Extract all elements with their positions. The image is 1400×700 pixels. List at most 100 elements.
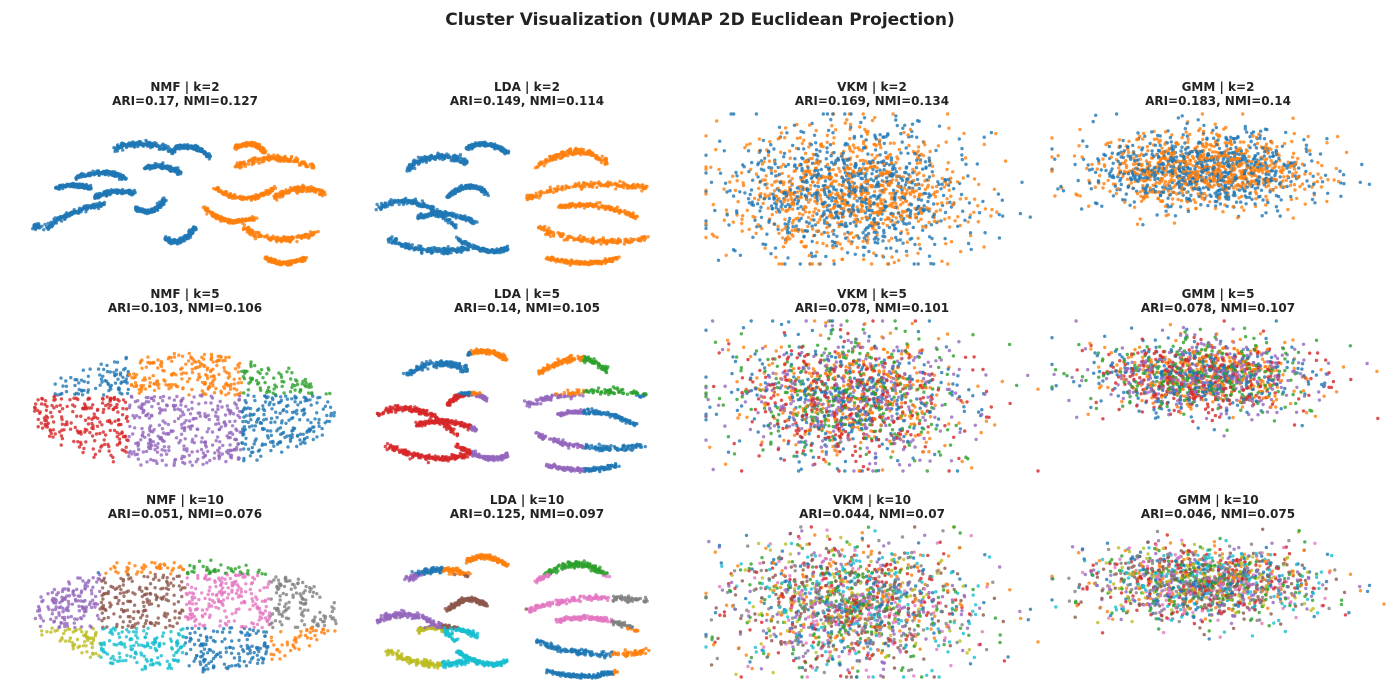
scatter-point <box>894 118 898 122</box>
scatter-point <box>110 173 115 177</box>
scatter-point <box>613 207 617 212</box>
scatter-point <box>589 261 593 265</box>
scatter-point <box>807 221 811 225</box>
scatter-point <box>754 231 758 235</box>
scatter-point <box>912 262 916 266</box>
scatter-point <box>279 156 283 160</box>
scatter-point <box>63 217 67 222</box>
scatter-point <box>155 208 160 212</box>
scatter-point <box>423 154 427 159</box>
scatter-point <box>808 187 812 191</box>
panel-title: VKM | k=2 <box>837 80 907 94</box>
scatter-point <box>462 247 466 251</box>
scatter-point <box>420 251 424 255</box>
scatter-point <box>825 150 829 154</box>
scatter-point <box>298 187 303 191</box>
scatter-point <box>470 218 474 223</box>
scatter-point <box>490 143 495 148</box>
scatter-point <box>91 169 95 173</box>
scatter-point <box>408 243 412 247</box>
scatter-point <box>594 155 598 159</box>
scatter-point <box>953 219 957 223</box>
scatter-point <box>640 183 644 187</box>
scatter-point <box>826 128 831 133</box>
scatter-point <box>435 249 440 254</box>
scatter-point <box>433 213 437 217</box>
scatter-point <box>776 227 780 231</box>
scatter-point <box>270 188 275 193</box>
scatter-point <box>166 149 171 153</box>
scatter-point <box>878 168 882 172</box>
scatter-point <box>862 116 867 120</box>
scatter-point <box>273 259 277 263</box>
scatter-point <box>807 145 811 149</box>
scatter-point <box>48 224 53 228</box>
scatter-point <box>595 201 599 205</box>
scatter-point <box>68 211 72 216</box>
scatter-point <box>901 126 905 130</box>
scatter-point <box>173 239 177 243</box>
scatter-point <box>205 154 209 158</box>
scatter-point <box>455 187 459 192</box>
scatter-point <box>882 168 886 172</box>
scatter-point <box>243 227 247 231</box>
scatter-point <box>423 214 427 218</box>
scatter-point <box>632 237 637 242</box>
scatter-point <box>617 210 621 214</box>
scatter-point <box>32 223 37 227</box>
scatter-point <box>640 189 644 193</box>
scatter-point <box>300 236 304 240</box>
scatter-point <box>763 192 767 197</box>
scatter-point <box>713 208 717 213</box>
scatter-point <box>230 194 235 198</box>
scatter-point <box>281 190 285 194</box>
scatter-point <box>800 141 804 146</box>
scatter-point <box>852 213 857 217</box>
scatter-point <box>879 217 883 221</box>
scatter-point <box>976 204 980 208</box>
scatter-point <box>779 200 783 204</box>
scatter-point <box>170 149 174 153</box>
scatter-point <box>187 233 192 237</box>
scatter-point <box>838 169 842 174</box>
scatter-point <box>632 185 637 190</box>
scatter-point <box>537 163 542 167</box>
scatter-point <box>845 251 850 255</box>
scatter-point <box>607 239 611 244</box>
scatter-point <box>751 235 755 239</box>
scatter-point <box>916 236 920 240</box>
scatter-point <box>594 260 598 264</box>
scatter-point <box>383 201 387 205</box>
scatter-point <box>791 207 795 211</box>
scatter-point <box>282 236 286 240</box>
scatter-point <box>201 205 205 210</box>
scatter-point <box>454 155 459 159</box>
scatter-point <box>597 238 602 243</box>
scatter-point <box>201 149 205 154</box>
scatter-point <box>824 157 828 161</box>
scatter-point <box>983 231 987 235</box>
scatter-point <box>77 175 81 180</box>
scatter-point <box>843 198 847 203</box>
scatter-point <box>835 234 839 238</box>
scatter-point <box>577 151 582 155</box>
panel-nmf-k2: NMF | k=2 ARI=0.17, NMI=0.127 <box>15 80 355 280</box>
scatter-point <box>89 172 93 176</box>
scatter-point <box>930 236 934 241</box>
scatter-point <box>133 141 138 146</box>
scatter-point <box>812 210 816 214</box>
scatter-point <box>869 262 874 266</box>
scatter-point <box>260 160 264 164</box>
scatter-point <box>316 229 320 234</box>
scatter-point <box>798 194 803 199</box>
scatter-point <box>930 185 935 189</box>
scatter-point <box>900 209 905 214</box>
scatter-point <box>715 235 719 239</box>
scatter-point <box>542 164 546 168</box>
scatter-point <box>559 187 563 191</box>
scatter-point <box>859 134 864 138</box>
scatter-point <box>485 249 489 253</box>
scatter-point <box>579 238 584 242</box>
scatter-point <box>615 257 619 261</box>
scatter-point <box>192 226 196 230</box>
